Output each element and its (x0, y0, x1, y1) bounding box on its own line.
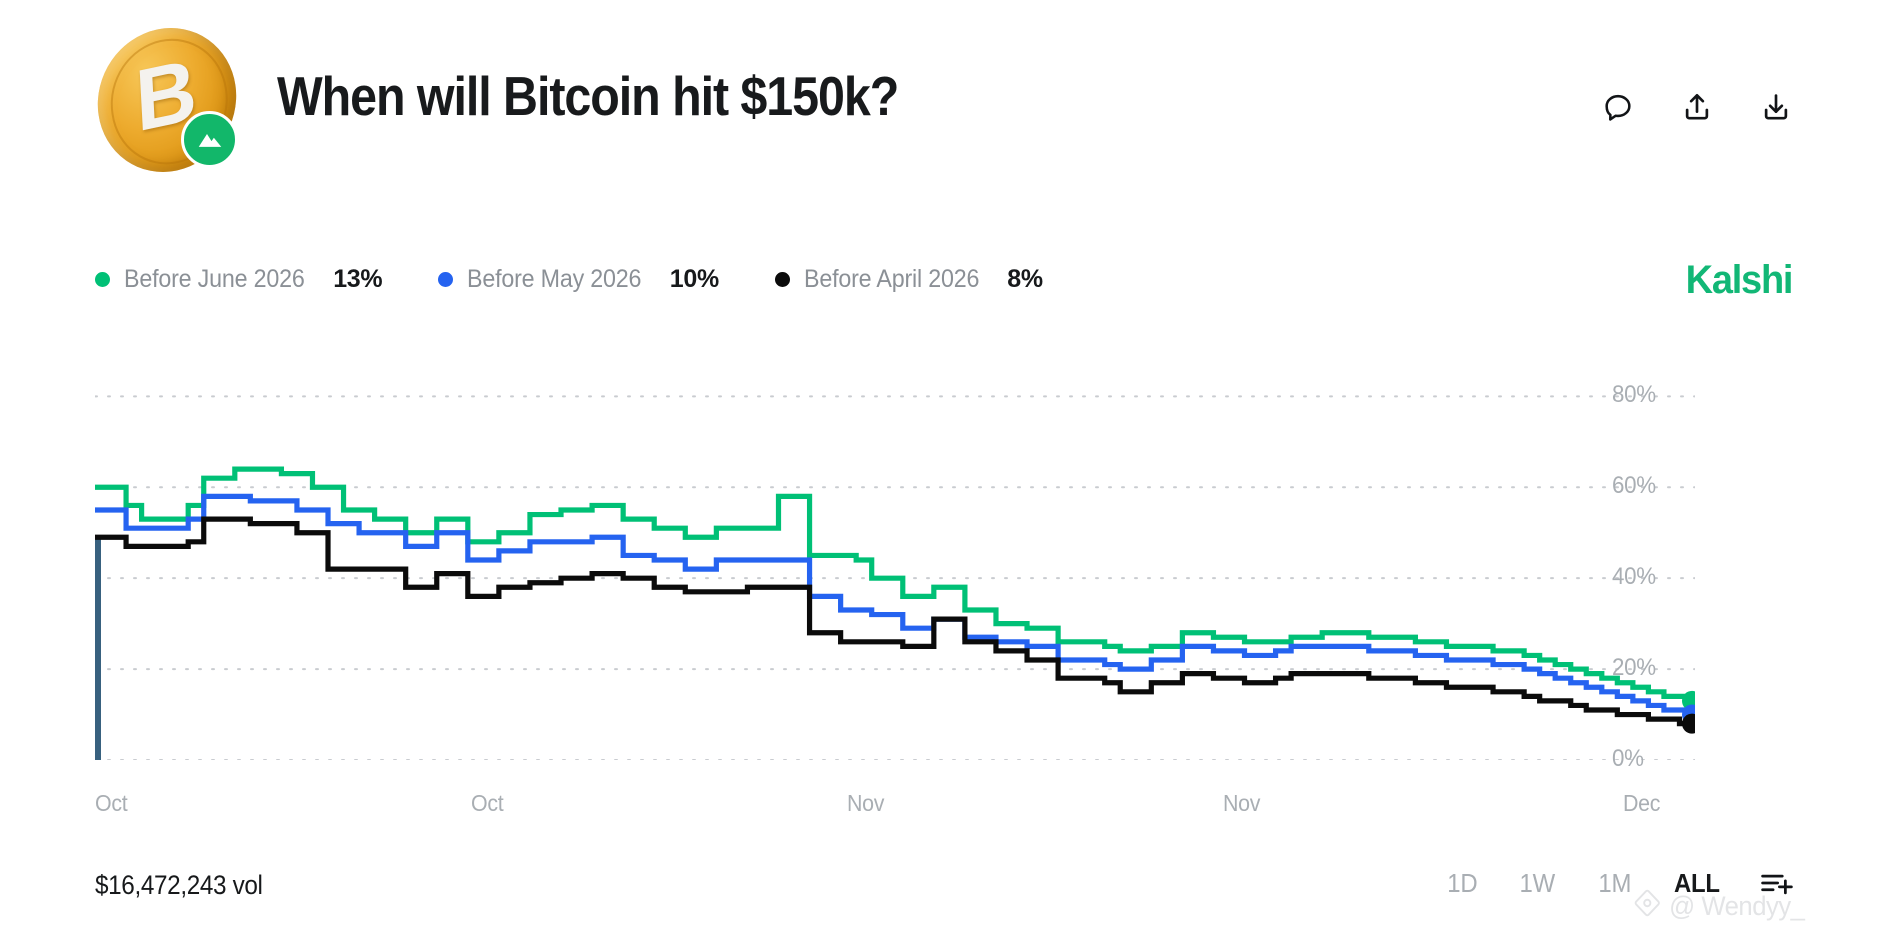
x-axis-tick: Dec (1623, 790, 1661, 816)
legend-item-june[interactable]: Before June 2026 13% (95, 265, 383, 294)
range-all[interactable]: ALL (1674, 868, 1721, 898)
y-axis-tick: 20% (1612, 654, 1656, 682)
header-actions (1601, 90, 1793, 124)
range-1d[interactable]: 1D (1447, 868, 1478, 898)
x-axis-tick: Nov (847, 790, 885, 816)
range-1w[interactable]: 1W (1519, 868, 1556, 898)
add-to-list-icon[interactable] (1760, 869, 1794, 899)
time-range-selector: 1D 1W 1M ALL (1406, 868, 1794, 899)
legend-color-dot-blue (438, 272, 454, 287)
y-axis-tick: 60% (1612, 472, 1656, 500)
comment-icon[interactable] (1601, 90, 1635, 124)
y-axis-tick: 0% (1612, 745, 1644, 772)
y-axis-tick: 40% (1612, 563, 1656, 591)
download-icon[interactable] (1759, 90, 1793, 124)
chart-canvas (95, 360, 1695, 760)
legend-value: 13% (333, 265, 383, 293)
kalshi-logo: Kalshi (1685, 258, 1793, 302)
volume-text: $16,472,243 vol (95, 870, 263, 900)
share-icon[interactable] (1680, 90, 1714, 124)
legend-label: Before April 2026 (803, 265, 980, 293)
chart-plot-area[interactable] (95, 360, 1695, 760)
x-axis-tick: Oct (95, 790, 128, 816)
legend-color-dot-green (95, 272, 110, 287)
range-1m[interactable]: 1M (1598, 868, 1631, 898)
legend-label: Before June 2026 (124, 265, 305, 293)
avatar: B (88, 14, 246, 186)
legend-label: Before May 2026 (467, 265, 642, 293)
y-axis-tick: 80% (1612, 381, 1656, 409)
legend-value: 10% (669, 265, 719, 293)
x-axis-tick: Nov (1223, 790, 1261, 816)
chart-svg (95, 395, 1695, 760)
chart-legend: Before June 2026 13% Before May 2026 10%… (95, 265, 1099, 294)
y-axis-labels: 0% 20% 40% 60% 80% (1612, 360, 1732, 772)
legend-item-may[interactable]: Before May 2026 10% (438, 265, 719, 294)
legend-value: 8% (1007, 265, 1043, 293)
x-axis-labels: Oct Oct Nov Nov Dec (95, 790, 1715, 824)
legend-item-april[interactable]: Before April 2026 8% (774, 265, 1043, 294)
legend-color-dot-black (774, 272, 790, 287)
card-header: B When will Bitcoin hit $150k? (88, 14, 1795, 186)
mountain-badge-icon (181, 111, 238, 168)
page-title: When will Bitcoin hit $150k? (277, 65, 899, 127)
x-axis-tick: Oct (471, 790, 504, 816)
